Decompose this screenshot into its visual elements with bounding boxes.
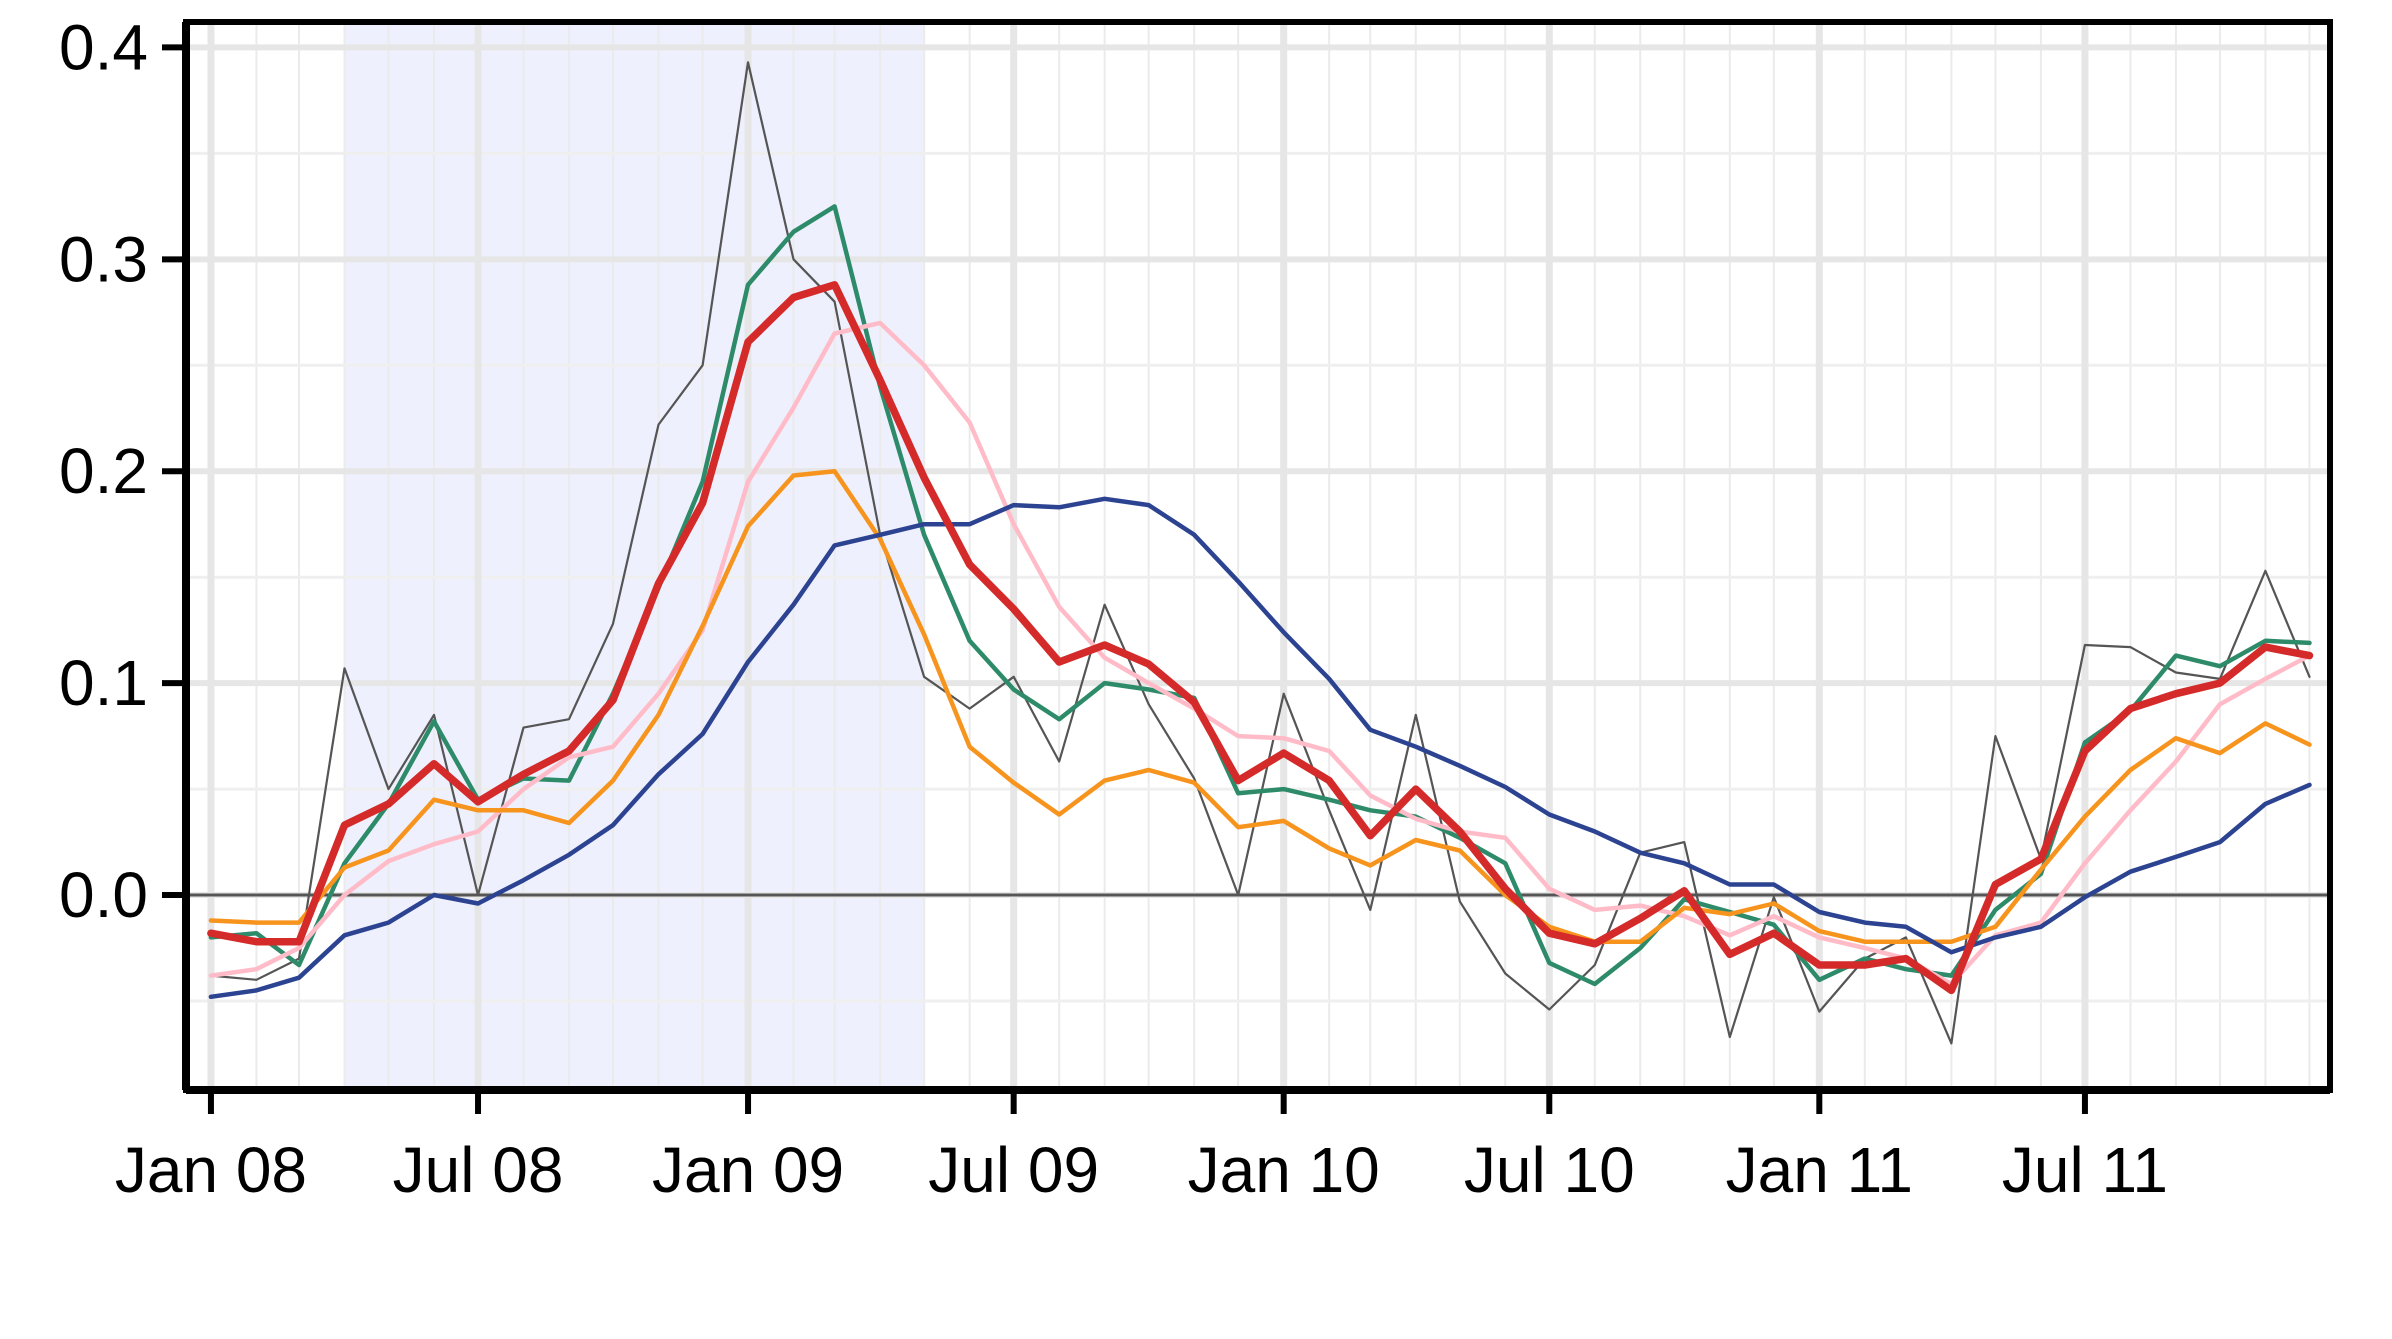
x-tick-label: Jul 10	[1464, 1134, 1635, 1206]
series-line-6	[207, 281, 2314, 995]
series-line-1	[209, 61, 2311, 1045]
y-tick-label: 0.2	[59, 435, 148, 507]
y-tick-label: 0.0	[59, 859, 148, 931]
plot-shaded-region	[344, 22, 925, 1090]
series-line-4	[208, 468, 2312, 944]
y-tick-label: 0.1	[59, 647, 148, 719]
y-tick-label: 0.4	[59, 11, 148, 83]
x-tick-label: Jan 10	[1188, 1134, 1380, 1206]
series-layer	[207, 61, 2314, 1045]
x-tick-label: Jul 09	[928, 1134, 1099, 1206]
x-tick-label: Jan 09	[652, 1134, 844, 1206]
tick-labels: Jan 08 Jul 08 Jan 09 Jul 09 Jan 10 Jul 10 Jan …	[59, 11, 2168, 1206]
axes	[162, 19, 2333, 1114]
x-tick-label: Jul 11	[2002, 1134, 2168, 1206]
x-tick-label: Jul 08	[393, 1134, 564, 1206]
series-line-5	[208, 496, 2312, 1000]
y-tick-label: 0.3	[59, 223, 148, 295]
x-tick-label: Jan 11	[1726, 1134, 1913, 1206]
x-tick-label: Jan 08	[115, 1134, 307, 1206]
